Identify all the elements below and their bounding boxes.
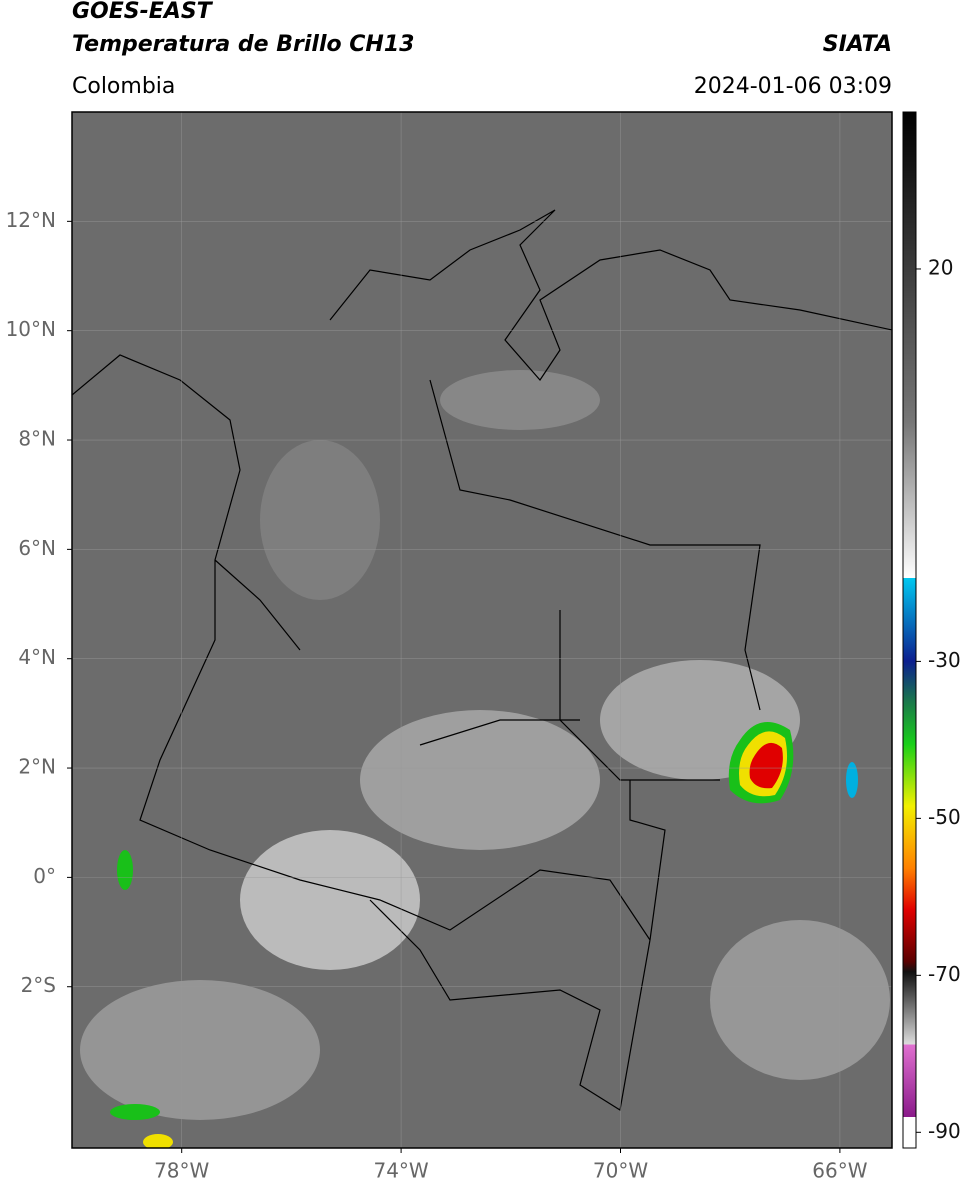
source: SIATA (823, 32, 892, 57)
x-tick-label: 70°W (593, 1159, 648, 1183)
timestamp: 2024-01-06 03:09 (694, 74, 892, 99)
y-tick-label: 2°S (21, 973, 56, 997)
satellite-image (72, 112, 892, 1148)
y-tick-label: 4°N (18, 645, 56, 669)
y-tick-label: 8°N (18, 427, 56, 451)
y-tick-label: 0° (33, 864, 56, 888)
colorbar-tick-label: -50 (928, 805, 961, 829)
region: Colombia (72, 74, 175, 99)
x-tick-label: 78°W (154, 1159, 209, 1183)
colorbar-tick-label: -70 (928, 962, 961, 986)
title: GOES-EAST (72, 0, 214, 24)
colorbar-tick-label: 20 (928, 255, 953, 279)
colorbar (902, 111, 917, 1149)
y-tick-label: 6°N (18, 536, 56, 560)
y-tick-label: 10°N (6, 317, 56, 341)
y-tick-label: 2°N (18, 755, 56, 779)
map-frame (71, 111, 893, 1149)
colorbar-tick-label: -30 (928, 648, 961, 672)
x-tick-label: 66°W (812, 1159, 867, 1183)
y-tick-label: 12°N (6, 208, 56, 232)
x-tick-label: 74°W (373, 1159, 428, 1183)
subtitle: Temperatura de Brillo CH13 (72, 32, 414, 57)
colorbar-tick-label: -90 (928, 1119, 961, 1143)
